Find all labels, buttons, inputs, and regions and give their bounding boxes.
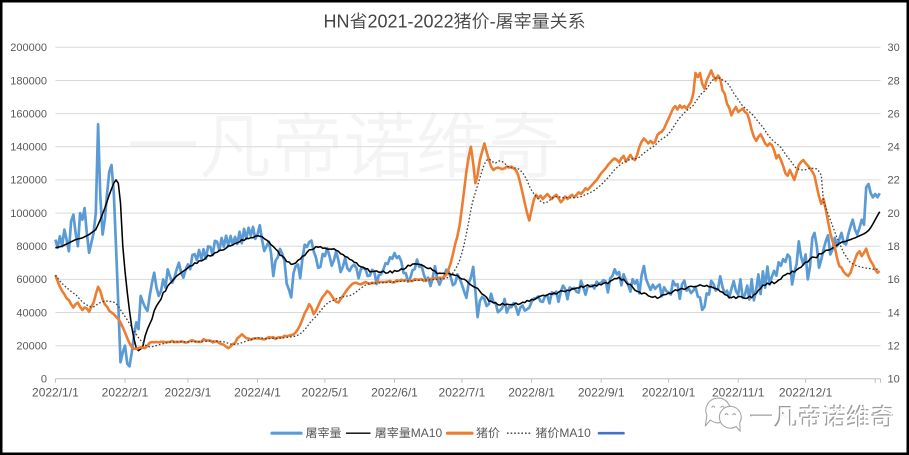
svg-text:2022/2/1: 2022/2/1 — [102, 386, 149, 400]
svg-text:2022/8/1: 2022/8/1 — [508, 386, 555, 400]
svg-text:30: 30 — [888, 42, 900, 54]
svg-text:14: 14 — [888, 307, 900, 319]
svg-text:26: 26 — [888, 108, 900, 120]
svg-text:22: 22 — [888, 175, 900, 187]
svg-text:0: 0 — [41, 374, 47, 386]
svg-text:10: 10 — [888, 374, 900, 386]
svg-text:MA10: MA10 — [411, 426, 443, 440]
svg-text:80000: 80000 — [16, 241, 47, 253]
svg-text:2022/10/1: 2022/10/1 — [642, 386, 696, 400]
svg-text:16: 16 — [888, 274, 900, 286]
svg-text:2022/4/1: 2022/4/1 — [234, 386, 281, 400]
svg-text:2022/6/1: 2022/6/1 — [371, 386, 418, 400]
svg-text:2022/9/1: 2022/9/1 — [578, 386, 625, 400]
svg-text:2022/11/1: 2022/11/1 — [712, 386, 765, 400]
svg-text:28: 28 — [888, 75, 900, 87]
svg-text:MA10: MA10 — [559, 426, 591, 440]
svg-text:2022/3/1: 2022/3/1 — [165, 386, 212, 400]
svg-text:18: 18 — [888, 241, 900, 253]
svg-text:12: 12 — [888, 341, 900, 353]
svg-text:120000: 120000 — [10, 175, 47, 187]
svg-text:2022/5/1: 2022/5/1 — [302, 386, 349, 400]
svg-text:-: - — [490, 12, 496, 32]
svg-text:180000: 180000 — [10, 75, 47, 87]
svg-text:100000: 100000 — [10, 208, 47, 220]
svg-text:200000: 200000 — [10, 42, 47, 54]
svg-text:60000: 60000 — [16, 274, 47, 286]
svg-text:2021-2022: 2021-2022 — [368, 12, 454, 32]
svg-text:2022/1/1: 2022/1/1 — [32, 386, 79, 400]
svg-text:24: 24 — [888, 142, 900, 154]
svg-text:2022/7/1: 2022/7/1 — [439, 386, 486, 400]
svg-text:2022/12/1: 2022/12/1 — [779, 386, 833, 400]
svg-text:20000: 20000 — [16, 341, 47, 353]
svg-text:40000: 40000 — [16, 307, 47, 319]
svg-text:HN: HN — [324, 12, 350, 32]
svg-text:140000: 140000 — [10, 142, 47, 154]
svg-text:20: 20 — [888, 208, 900, 220]
svg-text:160000: 160000 — [10, 108, 47, 120]
